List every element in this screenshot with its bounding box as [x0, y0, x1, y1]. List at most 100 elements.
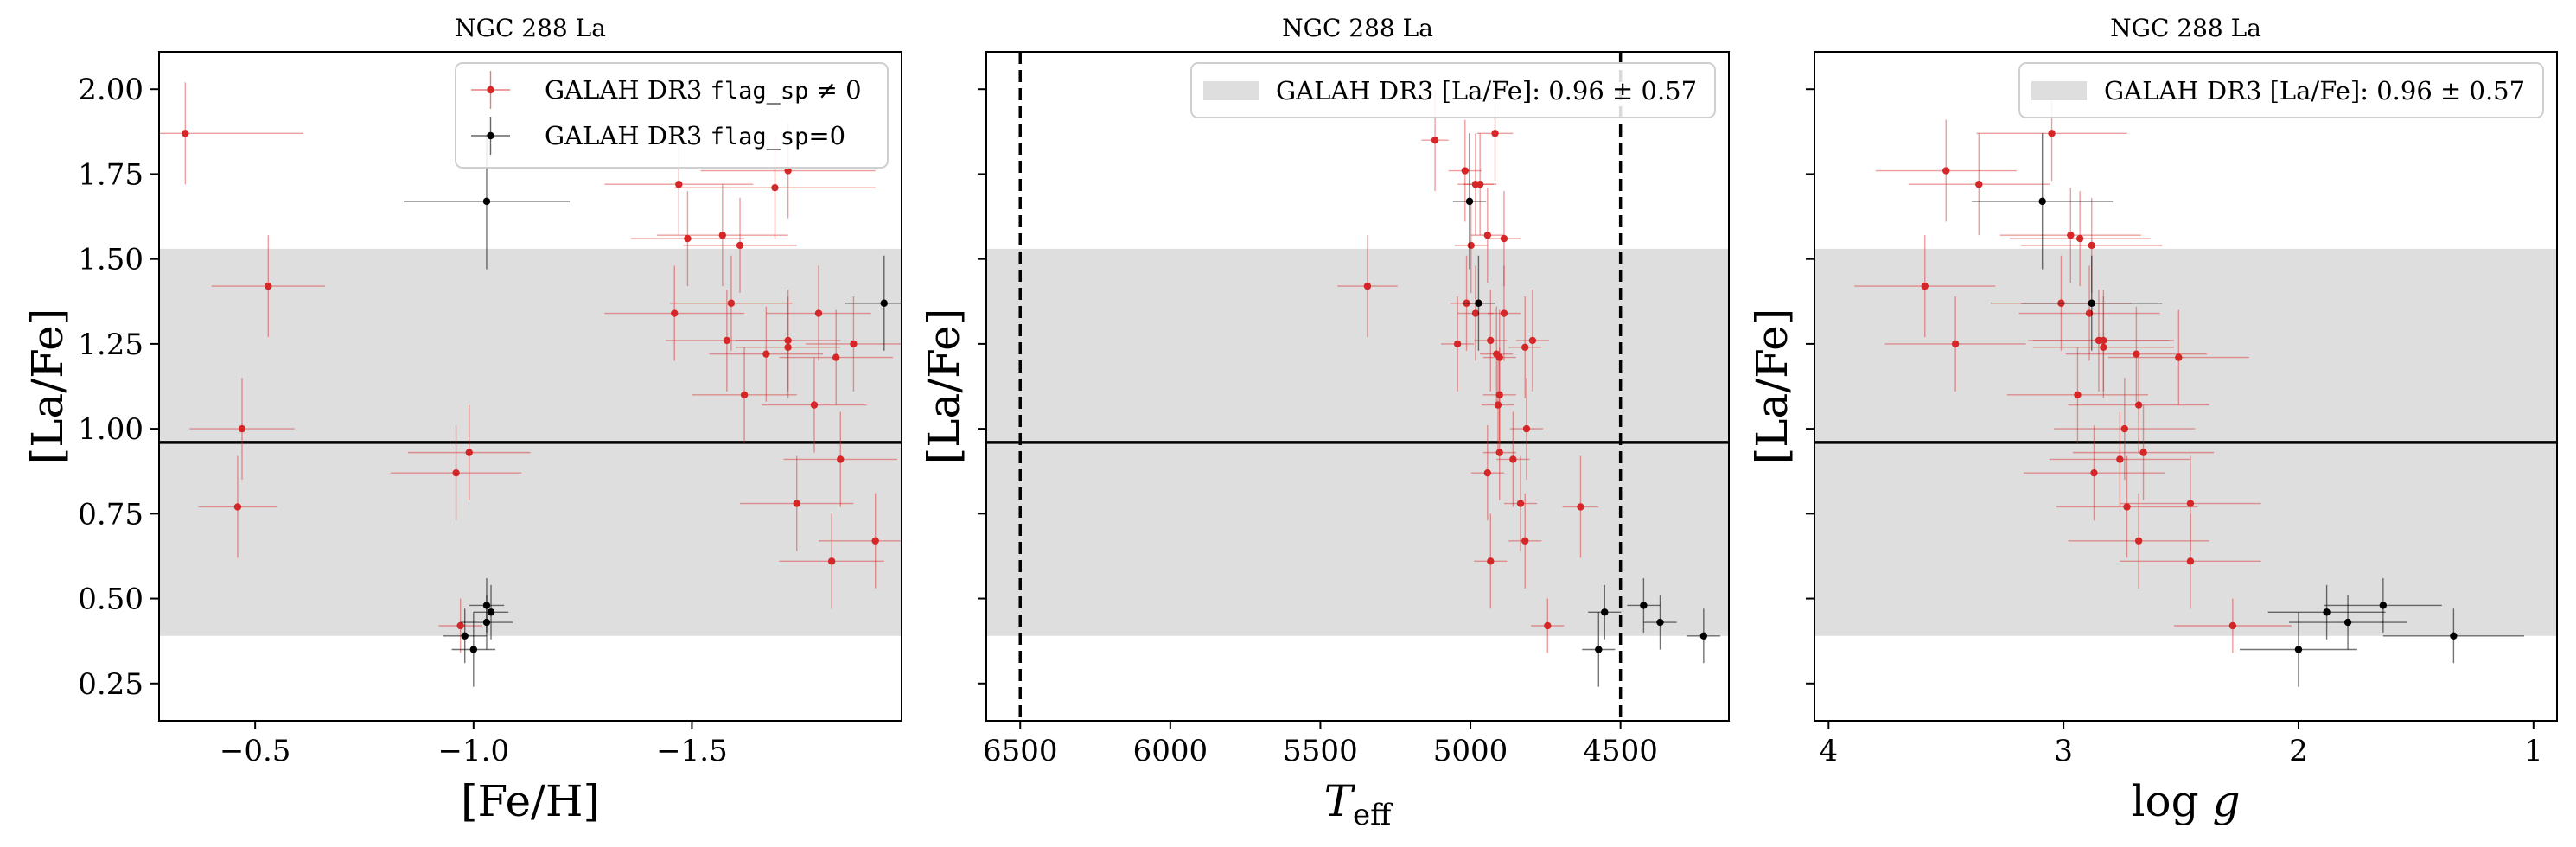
data-point	[2068, 493, 2209, 589]
subplot-title: NGC 288 La	[455, 14, 606, 42]
marker	[736, 241, 744, 250]
marker	[793, 500, 800, 507]
marker	[2294, 646, 2303, 653]
marker	[2048, 130, 2056, 137]
y-tick-label: 0.25	[78, 667, 143, 702]
data-point	[1482, 404, 1516, 500]
data-point	[1854, 235, 1996, 338]
marker	[1453, 340, 1462, 348]
data-point	[1474, 513, 1508, 609]
marker	[1975, 181, 1983, 188]
data-point	[735, 290, 841, 392]
y-axis-label: [La/Fe]	[919, 309, 969, 464]
marker	[1475, 299, 1482, 307]
marker	[1495, 353, 1503, 361]
data-point	[666, 290, 788, 392]
marker	[1640, 602, 1648, 609]
data-point	[779, 309, 893, 405]
marker	[2379, 602, 2388, 609]
data-point	[2054, 378, 2196, 481]
data-point	[2006, 347, 2149, 443]
data-point	[211, 235, 326, 338]
marker	[487, 608, 495, 616]
marker	[1483, 468, 1492, 477]
data-point	[766, 265, 871, 361]
data-point	[159, 82, 303, 185]
data-point	[2073, 404, 2215, 500]
marker	[482, 197, 491, 206]
data-point	[2173, 598, 2292, 653]
marker	[1467, 241, 1475, 250]
marker	[2134, 401, 2143, 409]
data-point	[1482, 347, 1516, 443]
x-tick-label: −1.5	[656, 734, 728, 768]
data-point	[1441, 296, 1475, 392]
data-point	[198, 455, 277, 558]
data-point	[1474, 290, 1508, 392]
y-tick-label: 2.00	[78, 73, 143, 107]
data-point	[2049, 411, 2190, 507]
marker	[2123, 503, 2131, 511]
legend-label: GALAH DR3 [La/Fe]: 0.96 ± 0.57	[1276, 76, 1697, 105]
data-point	[2023, 425, 2165, 521]
data-point	[460, 595, 513, 650]
subplot-3: 4 3 2 1 NGC 288 La [La/Fe] log g GALAH DR3 [La/…	[1747, 14, 2558, 826]
legend-band-swatch	[2031, 81, 2087, 100]
marker	[2343, 618, 2352, 627]
data-point	[1482, 309, 1516, 405]
data-point	[845, 255, 902, 351]
legend-entry-flag-sp-nonzero: GALAH DR3 flag_sp ≠ 0	[471, 71, 862, 109]
data-point	[1448, 119, 1482, 222]
data-point	[2009, 191, 2151, 287]
marker	[1487, 336, 1495, 345]
data-point	[1687, 608, 1720, 664]
marker	[2075, 234, 2084, 243]
marker	[1471, 309, 1480, 317]
data-point	[762, 357, 867, 453]
y-tick-label: 0.50	[78, 583, 143, 617]
data-point	[390, 425, 522, 521]
marker	[762, 350, 770, 358]
marker	[1921, 282, 1929, 290]
legend-label: GALAH DR3 flag_sp ≠ 0	[545, 75, 862, 105]
data-point	[604, 265, 745, 361]
x-tick-label: 2	[2289, 734, 2308, 768]
marker	[1495, 391, 1503, 399]
axes-frame	[158, 51, 902, 722]
data-point	[1463, 133, 1497, 236]
data-point	[443, 608, 487, 664]
marker	[2116, 455, 2124, 463]
data-point	[1487, 265, 1521, 361]
data-point	[2382, 608, 2524, 664]
data-point	[1515, 290, 1550, 392]
marker	[238, 424, 246, 433]
x-tick-label: 5500	[1283, 734, 1358, 768]
y-tick-label: 1.25	[78, 328, 143, 362]
marker	[2088, 299, 2095, 307]
data-point	[2021, 255, 2163, 351]
marker	[740, 391, 749, 399]
axes-frame	[985, 51, 1730, 722]
data-point	[2065, 306, 2207, 402]
marker	[1699, 632, 1708, 640]
marker	[461, 632, 469, 640]
marker	[1431, 136, 1439, 144]
data-point	[1508, 493, 1542, 589]
data-point	[1457, 265, 1494, 361]
marker	[1500, 309, 1508, 317]
data-point	[1337, 235, 1398, 338]
marker	[1601, 608, 1609, 616]
marker	[469, 646, 478, 653]
marker	[452, 468, 460, 477]
x-axis-label: [Fe/H]	[461, 776, 600, 826]
marker	[2323, 608, 2331, 616]
data-point	[818, 493, 902, 589]
data-point	[657, 184, 788, 287]
marker	[871, 537, 879, 544]
marker	[482, 618, 491, 627]
y-axis-label: [La/Fe]	[22, 309, 73, 464]
legend-label: GALAH DR3 [La/Fe]: 0.96 ± 0.57	[2104, 76, 2525, 105]
data-point	[2120, 455, 2261, 551]
marker	[1522, 424, 1531, 433]
marker	[1521, 537, 1529, 544]
